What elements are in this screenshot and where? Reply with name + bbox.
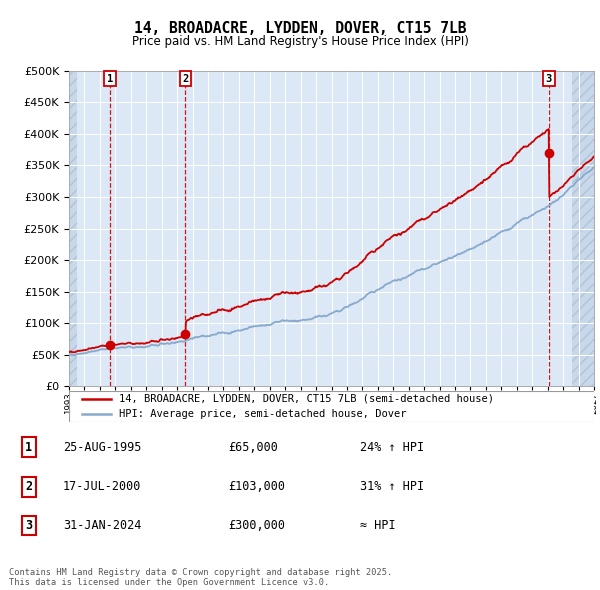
Text: £103,000: £103,000: [228, 480, 285, 493]
Text: 31-JAN-2024: 31-JAN-2024: [63, 519, 142, 532]
Text: 17-JUL-2000: 17-JUL-2000: [63, 480, 142, 493]
Text: £65,000: £65,000: [228, 441, 278, 454]
Text: 24% ↑ HPI: 24% ↑ HPI: [360, 441, 424, 454]
Text: 2: 2: [182, 74, 188, 84]
Bar: [69, 71, 77, 386]
Text: 1: 1: [25, 441, 32, 454]
Text: 14, BROADACRE, LYDDEN, DOVER, CT15 7LB: 14, BROADACRE, LYDDEN, DOVER, CT15 7LB: [134, 21, 466, 35]
Text: Contains HM Land Registry data © Crown copyright and database right 2025.
This d: Contains HM Land Registry data © Crown c…: [9, 568, 392, 587]
Text: £300,000: £300,000: [228, 519, 285, 532]
Text: ≈ HPI: ≈ HPI: [360, 519, 395, 532]
Text: 3: 3: [546, 74, 552, 84]
Text: 2: 2: [25, 480, 32, 493]
Text: 14, BROADACRE, LYDDEN, DOVER, CT15 7LB (semi-detached house): 14, BROADACRE, LYDDEN, DOVER, CT15 7LB (…: [119, 394, 494, 404]
Text: 1: 1: [107, 74, 113, 84]
Text: 31% ↑ HPI: 31% ↑ HPI: [360, 480, 424, 493]
FancyBboxPatch shape: [69, 391, 594, 422]
Text: 25-AUG-1995: 25-AUG-1995: [63, 441, 142, 454]
Bar: [572, 71, 594, 386]
Text: Price paid vs. HM Land Registry's House Price Index (HPI): Price paid vs. HM Land Registry's House …: [131, 35, 469, 48]
Text: 3: 3: [25, 519, 32, 532]
Text: HPI: Average price, semi-detached house, Dover: HPI: Average price, semi-detached house,…: [119, 409, 406, 419]
